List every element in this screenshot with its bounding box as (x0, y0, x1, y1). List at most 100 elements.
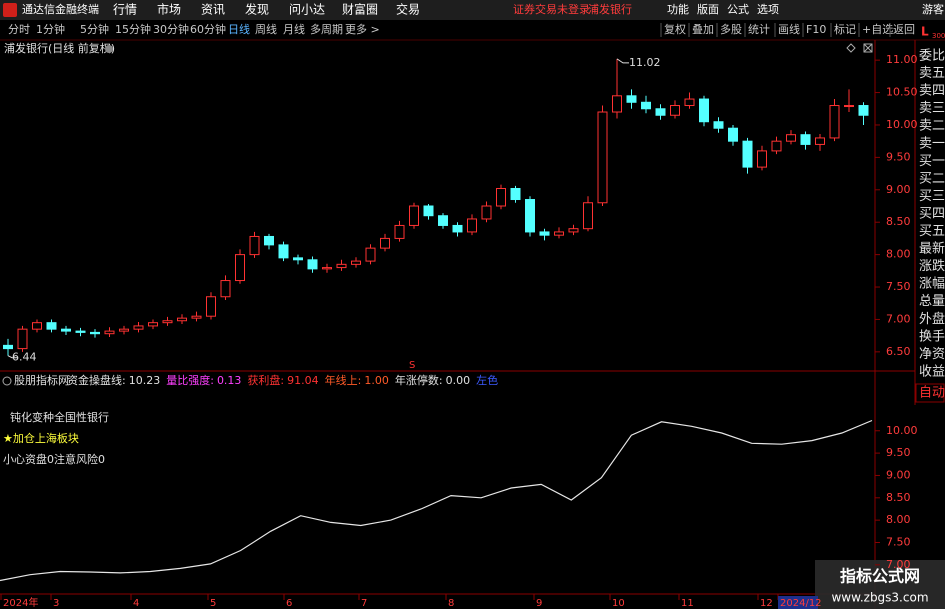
candle-body (75, 330, 86, 333)
side-item[interactable]: 卖三 (919, 101, 945, 116)
menu-item[interactable]: 市场 (157, 2, 181, 17)
indicator-value: 91.04 (287, 374, 319, 387)
toolbar-button[interactable]: 叠加 (692, 23, 714, 36)
watermark-title: 指标公式网 (840, 567, 920, 586)
menu-item[interactable]: 功能 (667, 2, 689, 16)
period-tab[interactable]: 60分钟 (190, 22, 226, 36)
period-tab[interactable]: 更多 > (345, 22, 380, 36)
y-tick-label: 8.50 (886, 491, 911, 504)
side-item[interactable]: 买三 (919, 189, 945, 204)
side-item[interactable]: 买二 (919, 171, 945, 186)
menu-item[interactable]: 问小达 (289, 3, 325, 17)
date-label: 7 (361, 598, 367, 609)
menu-item[interactable]: 公式 (727, 3, 749, 16)
toolbar-button[interactable]: 返回 (893, 23, 915, 36)
period-tab[interactable]: 多周期 (310, 22, 343, 36)
toolbar-button[interactable]: 统计 (748, 23, 770, 36)
candle-body (423, 205, 434, 217)
y-tick-label: 7.50 (886, 280, 911, 293)
title-icon (105, 45, 113, 53)
auto-box (915, 383, 945, 403)
side-item[interactable]: 涨幅 (919, 277, 945, 292)
candle-body (742, 140, 753, 168)
side-item[interactable]: 卖五 (919, 66, 945, 81)
date-label: 3 (53, 598, 59, 609)
indicator-name: 资金操盘线: (67, 373, 126, 387)
period-tab[interactable]: 月线 (283, 22, 305, 36)
side-item[interactable]: 涨跌 (919, 258, 945, 274)
y-tick-label: 9.00 (886, 468, 911, 481)
candle-body (162, 320, 173, 324)
side-item[interactable]: 净资 (919, 347, 945, 362)
menu-item[interactable]: 版面 (697, 2, 719, 16)
candle-body (554, 231, 564, 236)
toolbar-button[interactable]: +自选 (862, 23, 893, 36)
indicator-source: 股朋指标网 (14, 373, 69, 387)
side-item[interactable]: 最新 (919, 241, 945, 257)
side-item[interactable]: 外盘 (919, 311, 945, 327)
menu-item[interactable]: 发现 (245, 2, 269, 17)
candle-body (583, 202, 593, 230)
candle-body (670, 105, 680, 116)
signal: S (409, 360, 415, 371)
candle-body (249, 235, 260, 256)
y-tick-label: 9.50 (886, 446, 911, 459)
toolbar-button[interactable]: 画线 (778, 22, 800, 36)
candle-body (771, 140, 782, 152)
side-item[interactable]: 卖一 (919, 136, 945, 151)
indicator-value: 1.00 (364, 374, 389, 387)
menu-item[interactable]: 财富圈 (342, 2, 378, 17)
min-pointer (7, 355, 18, 359)
indicator-name: 年线上: (325, 373, 362, 387)
indicator-value: 0.13 (217, 374, 242, 387)
candle-body (220, 280, 231, 298)
toolbar-button[interactable]: 多股 (720, 22, 742, 36)
candle-body (525, 199, 535, 233)
side-item[interactable]: 买四 (919, 206, 945, 221)
y-tick-label: 11.00 (886, 53, 918, 66)
menu-item[interactable]: 选项 (757, 3, 779, 16)
side-item[interactable]: 总量 (919, 294, 945, 309)
y-tick-label: 8.50 (886, 215, 911, 228)
toolbar-button[interactable]: 标记 (834, 22, 856, 36)
candle-body (438, 215, 448, 226)
y-tick-label: 10.00 (886, 424, 918, 437)
period-tab[interactable]: 周线 (255, 22, 277, 36)
candle-body (786, 134, 796, 142)
side-item[interactable]: 收益 (919, 364, 945, 379)
period-tab[interactable]: 15分钟 (115, 22, 151, 36)
side-item[interactable]: 卖四 (919, 84, 945, 99)
app-icon (3, 3, 17, 17)
indicator-icon (2, 376, 12, 386)
max-pointer (616, 58, 629, 64)
indicator-note: ★加仓上海板块 (3, 431, 79, 445)
candle-body (3, 344, 13, 350)
side-item[interactable]: 委比 (919, 49, 945, 64)
trade-status[interactable]: 证券交易未登录 (513, 2, 590, 16)
candle-body (380, 237, 390, 249)
y-tick-label: 7.00 (886, 312, 911, 325)
side-auto[interactable]: 自动 (919, 386, 945, 401)
period-tab[interactable]: 分时 (8, 23, 30, 36)
period-tab[interactable]: 日线 (228, 22, 250, 36)
side-item[interactable]: 买五 (919, 224, 945, 239)
side-item[interactable]: 换手 (919, 329, 945, 344)
menu-item[interactable]: 资讯 (201, 3, 225, 17)
period-tab[interactable]: 5分钟 (80, 22, 109, 36)
candle-body (757, 150, 767, 168)
side-item[interactable]: 买一 (919, 154, 945, 169)
toolbar-button[interactable]: F10 (806, 23, 826, 36)
toolbar-button[interactable]: 复权 (664, 22, 686, 36)
period-tab[interactable]: 1分钟 (36, 22, 65, 36)
indicator-name: 获利盘: (247, 373, 284, 387)
period-tab[interactable]: 30分钟 (153, 22, 189, 36)
side-item[interactable]: 卖二 (919, 119, 945, 134)
date-label: 11 (681, 598, 694, 609)
candle-body (46, 322, 57, 330)
menu-item[interactable]: 行情 (113, 3, 137, 17)
menu-item[interactable]: 交易 (396, 2, 420, 17)
date-label: 2024年 (3, 596, 38, 609)
y-tick-label: 7.00 (886, 558, 911, 571)
candle-body (17, 328, 28, 350)
